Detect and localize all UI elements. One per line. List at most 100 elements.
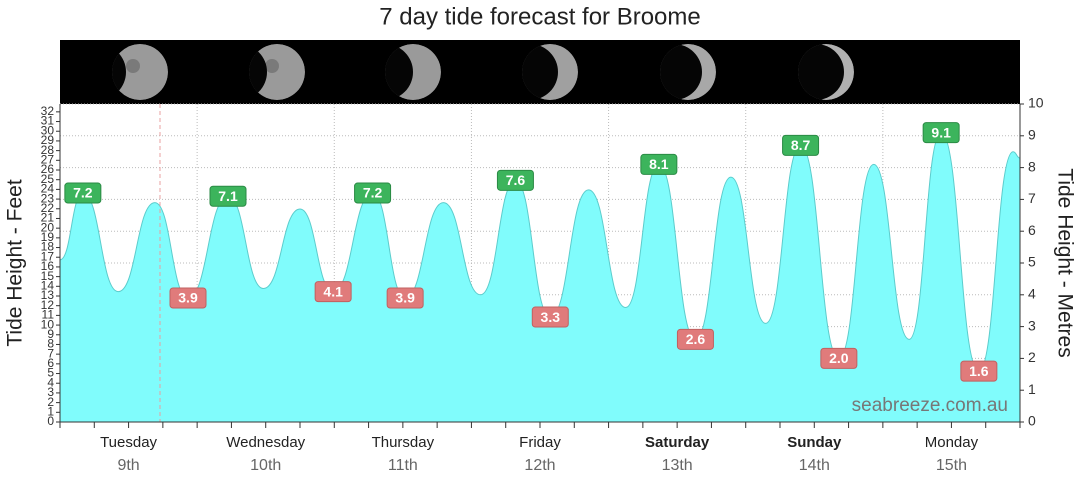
date-label: 11th <box>388 457 418 474</box>
tide-label: 3.9 <box>169 287 207 309</box>
day-label: Tuesday <box>100 434 157 451</box>
tide-label-text: 4.1 <box>323 283 343 299</box>
tide-label: 4.1 <box>314 281 352 303</box>
y-tick-label: 32 <box>41 104 55 118</box>
y2-tick-label: 3 <box>1028 317 1036 333</box>
tide-label-text: 9.1 <box>931 124 951 140</box>
tide-label: 9.1 <box>922 122 960 144</box>
y-tick-label: 27 <box>41 152 55 166</box>
tide-label-text: 3.3 <box>541 309 561 325</box>
date-label: 9th <box>117 457 139 474</box>
tide-label: 2.6 <box>676 328 714 350</box>
y2-tick-label: 5 <box>1028 254 1036 270</box>
y2-tick-label: 4 <box>1028 286 1036 302</box>
tide-label-box <box>64 182 102 204</box>
y2-axis-title: Tide Height - Metres <box>1053 168 1076 357</box>
day-label: Thursday <box>372 434 435 451</box>
y-tick-label: 5 <box>47 366 54 380</box>
y2-tick-label: 0 <box>1028 413 1036 429</box>
y-tick-label: 6 <box>47 356 54 370</box>
tide-label-text: 7.6 <box>506 172 526 188</box>
y-tick-label: 20 <box>41 220 55 234</box>
y-tick-label: 23 <box>41 191 55 205</box>
tide-label-box <box>169 287 207 309</box>
y-tick-label: 8 <box>47 337 54 351</box>
tide-label-box <box>820 347 858 369</box>
y2-tick-label: 10 <box>1028 95 1044 111</box>
tide-label: 3.9 <box>386 287 424 309</box>
y-tick-label: 3 <box>47 385 54 399</box>
tide-label-box <box>782 134 820 156</box>
y-tick-label: 7 <box>47 346 54 360</box>
tide-label: 8.7 <box>782 134 820 156</box>
y-tick-label: 21 <box>41 211 55 225</box>
date-label: 14th <box>799 457 830 474</box>
tide-label: 3.3 <box>531 306 569 328</box>
y-tick-label: 16 <box>41 259 55 273</box>
tide-label-text: 8.1 <box>649 156 669 172</box>
tide-label-box <box>209 185 247 207</box>
y-tick-label: 1 <box>47 404 54 418</box>
tide-label: 7.2 <box>354 182 392 204</box>
tide-label: 1.6 <box>960 360 998 382</box>
tide-label-box <box>354 182 392 204</box>
y-tick-label: 18 <box>41 240 55 254</box>
tide-label-text: 2.0 <box>829 350 849 366</box>
date-label: 10th <box>250 457 281 474</box>
tide-label-box <box>314 281 352 303</box>
y-tick-label: 4 <box>47 375 54 389</box>
day-label: Friday <box>519 434 561 451</box>
y-tick-label: 19 <box>41 230 55 244</box>
tide-label-text: 1.6 <box>969 363 989 379</box>
tide-label: 7.6 <box>496 169 534 191</box>
tide-label-text: 3.9 <box>395 290 415 306</box>
tide-label-text: 8.7 <box>791 137 811 153</box>
date-label: 12th <box>524 457 555 474</box>
day-label: Wednesday <box>226 434 305 451</box>
y-axis-title: Tide Height - Feet <box>4 179 27 346</box>
chart-title: 7 day tide forecast for Broome <box>379 3 701 30</box>
day-label: Monday <box>925 434 979 451</box>
y-tick-label: 24 <box>41 182 55 196</box>
y-tick-label: 14 <box>41 278 55 292</box>
y-tick-label: 30 <box>41 123 55 137</box>
y-tick-label: 13 <box>41 288 55 302</box>
moon-strip <box>60 40 1020 104</box>
y-tick-label: 29 <box>41 133 55 147</box>
y2-tick-label: 1 <box>1028 381 1036 397</box>
tide-label: 7.2 <box>64 182 102 204</box>
y2-tick-label: 8 <box>1028 158 1036 174</box>
y-tick-label: 9 <box>47 327 54 341</box>
tide-label-text: 7.1 <box>218 188 238 204</box>
day-label: Saturday <box>645 434 710 451</box>
y-tick-label: 17 <box>41 249 55 263</box>
y-tick-label: 0 <box>47 414 54 428</box>
day-label: Sunday <box>787 434 842 451</box>
y-tick-label: 12 <box>41 298 55 312</box>
y2-tick-label: 9 <box>1028 127 1036 143</box>
tide-label-box <box>640 153 678 175</box>
tide-label: 2.0 <box>820 347 858 369</box>
tide-label: 7.1 <box>209 185 247 207</box>
tide-label-box <box>676 328 714 350</box>
y2-tick-label: 2 <box>1028 349 1036 365</box>
y-tick-label: 25 <box>41 172 55 186</box>
y-tick-label: 2 <box>47 395 54 409</box>
y-tick-label: 15 <box>41 269 55 283</box>
date-label: 13th <box>662 457 693 474</box>
y-tick-label: 26 <box>41 162 55 176</box>
y-tick-label: 10 <box>41 317 55 331</box>
y2-tick-label: 7 <box>1028 190 1036 206</box>
y-tick-label: 22 <box>41 201 55 215</box>
tide-label-text: 7.2 <box>363 185 383 201</box>
tide-label-box <box>386 287 424 309</box>
tide-label-text: 2.6 <box>686 331 706 347</box>
tide-label-text: 3.9 <box>178 290 198 306</box>
date-label: 15th <box>936 457 967 474</box>
tide-label-box <box>496 169 534 191</box>
tide-label-box <box>531 306 569 328</box>
y-tick-label: 28 <box>41 143 55 157</box>
tide-label-text: 7.2 <box>73 185 93 201</box>
y-tick-label: 31 <box>41 114 55 128</box>
